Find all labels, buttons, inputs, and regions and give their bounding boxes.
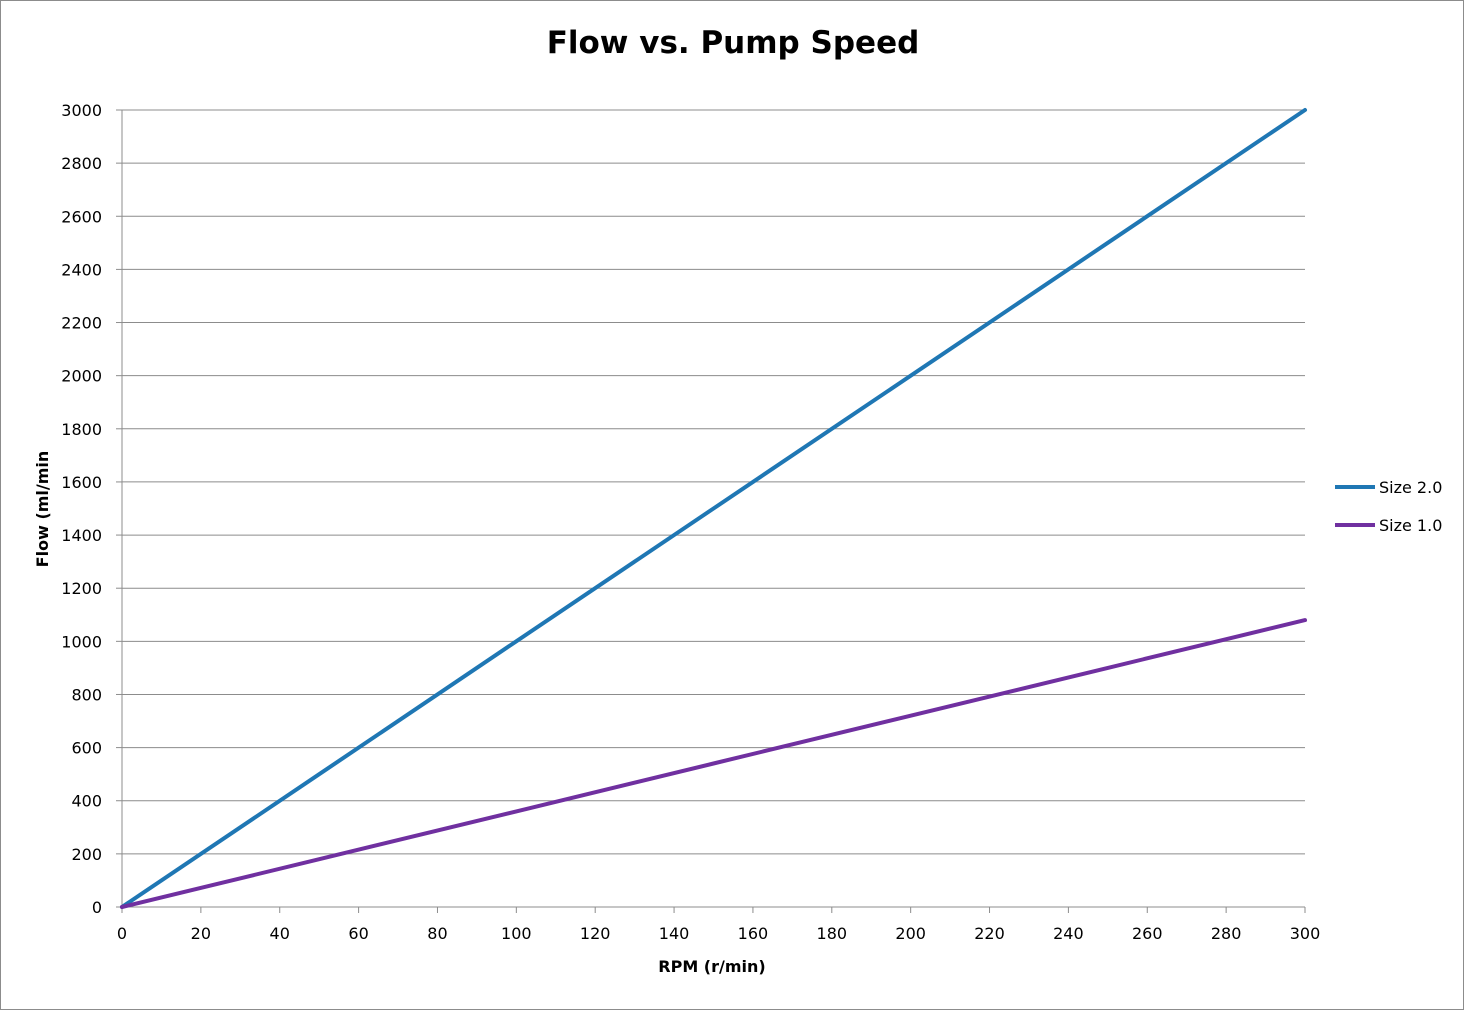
grid-lines — [116, 109, 1306, 913]
series-lines — [120, 108, 1307, 909]
x-tick-labels: 0 20 40 60 80 100 120 140 160 180 200 220 240 260 280 3… — [117, 924, 1320, 943]
series-line-size-1-0 — [120, 618, 1307, 909]
y-tick-0: 0 — [92, 898, 102, 917]
x-tick-240: 240 — [1053, 924, 1084, 943]
y-tick-1000: 1000 — [61, 632, 102, 651]
series-line-size-2-0 — [120, 108, 1307, 909]
y-tick-2600: 2600 — [61, 207, 102, 226]
x-tick-120: 120 — [580, 924, 611, 943]
y-tick-600: 600 — [71, 739, 102, 758]
y-tick-2400: 2400 — [61, 260, 102, 279]
legend-label-size-1-0: Size 1.0 — [1379, 516, 1442, 535]
x-tick-60: 60 — [348, 924, 368, 943]
x-tick-80: 80 — [427, 924, 447, 943]
y-tick-1200: 1200 — [61, 579, 102, 598]
y-tick-1400: 1400 — [61, 526, 102, 545]
x-tick-0: 0 — [117, 924, 127, 943]
x-tick-200: 200 — [895, 924, 926, 943]
y-tick-3000: 3000 — [61, 101, 102, 120]
chart-title: Flow vs. Pump Speed — [547, 25, 920, 61]
x-tick-40: 40 — [270, 924, 290, 943]
y-tick-1600: 1600 — [61, 473, 102, 492]
y-tick-400: 400 — [71, 792, 102, 811]
y-tick-labels: 0 200 400 600 800 1000 1200 1400 1600 1800 2000 220… — [61, 101, 102, 917]
axes — [121, 110, 1305, 908]
x-axis-label: RPM (r/min) — [658, 957, 765, 976]
y-tick-2200: 2200 — [61, 314, 102, 333]
y-axis-label: Flow (ml/min — [33, 451, 52, 568]
x-tick-160: 160 — [738, 924, 769, 943]
y-tick-2800: 2800 — [61, 154, 102, 173]
legend: Size 2.0 Size 1.0 — [1335, 478, 1442, 535]
y-tick-1800: 1800 — [61, 420, 102, 439]
x-tick-100: 100 — [501, 924, 532, 943]
x-tick-180: 180 — [817, 924, 848, 943]
y-tick-800: 800 — [71, 685, 102, 704]
legend-label-size-2-0: Size 2.0 — [1379, 478, 1442, 497]
x-tick-260: 260 — [1132, 924, 1163, 943]
x-tick-140: 140 — [659, 924, 690, 943]
x-tick-300: 300 — [1290, 924, 1321, 943]
y-tick-200: 200 — [71, 845, 102, 864]
y-tick-2000: 2000 — [61, 367, 102, 386]
x-tick-280: 280 — [1211, 924, 1242, 943]
x-tick-220: 220 — [974, 924, 1005, 943]
x-tick-20: 20 — [191, 924, 211, 943]
